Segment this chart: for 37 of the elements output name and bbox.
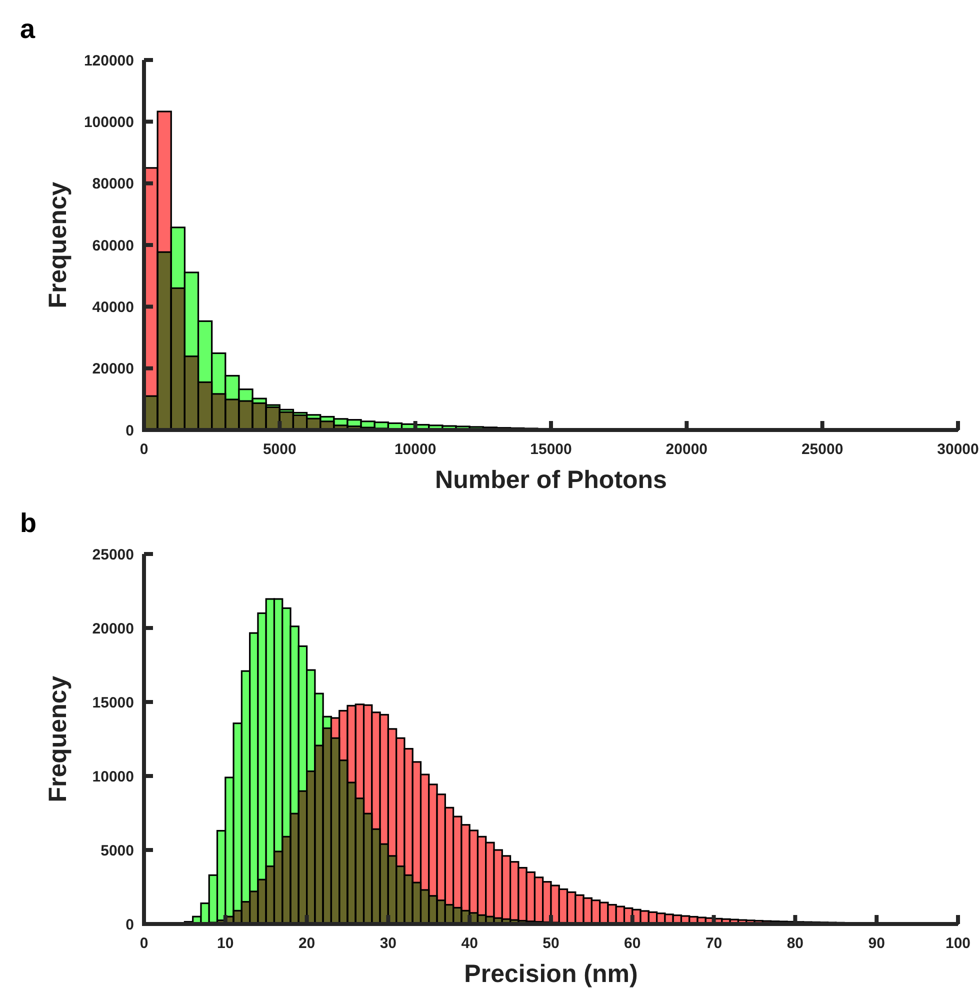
x-tick-label: 10000	[394, 441, 436, 458]
y-tick-label: 40000	[92, 298, 134, 316]
x-tick-label: 80	[786, 935, 804, 952]
x-tick-label: 20	[298, 935, 316, 952]
y-tick-label: 0	[126, 916, 134, 934]
y-tick-label: 0	[126, 422, 134, 440]
x-tick-label: 0	[140, 935, 148, 952]
x-tick-label: 30000	[937, 441, 979, 458]
x-tick-label: 90	[868, 935, 885, 952]
text: b	[20, 508, 36, 538]
x-axis-title: Number of Photons	[435, 466, 667, 494]
text: a	[20, 14, 36, 44]
y-tick-label: 20000	[92, 620, 134, 638]
x-tick-label: 5000	[262, 441, 296, 458]
x-tick-label: 25000	[801, 441, 844, 458]
y-tick-label: 15000	[92, 694, 134, 712]
x-tick-label: 100	[945, 935, 971, 952]
x-tick-label: 15000	[530, 441, 572, 458]
x-tick-label: 70	[705, 935, 722, 952]
y-tick-label: 25000	[92, 546, 134, 564]
x-axis-title: Precision (nm)	[464, 960, 638, 988]
x-tick-label: 10	[217, 935, 234, 952]
x-tick-label: 20000	[666, 441, 708, 458]
x-tick-label: 30	[380, 935, 397, 952]
y-axis-title: Frequency	[44, 676, 72, 802]
y-tick-label: 60000	[92, 237, 134, 254]
y-axis-title: Frequency	[44, 182, 72, 308]
y-tick-label: 80000	[92, 176, 134, 193]
x-tick-label: 60	[624, 935, 641, 952]
y-tick-label: 20000	[92, 360, 134, 378]
y-tick-label: 5000	[100, 842, 134, 860]
y-tick-label: 120000	[84, 52, 134, 70]
y-tick-label: 100000	[84, 114, 134, 131]
y-tick-label: 10000	[92, 768, 134, 786]
x-tick-label: 40	[461, 935, 478, 952]
x-tick-label: 0	[140, 441, 148, 458]
x-tick-label: 50	[542, 935, 560, 952]
